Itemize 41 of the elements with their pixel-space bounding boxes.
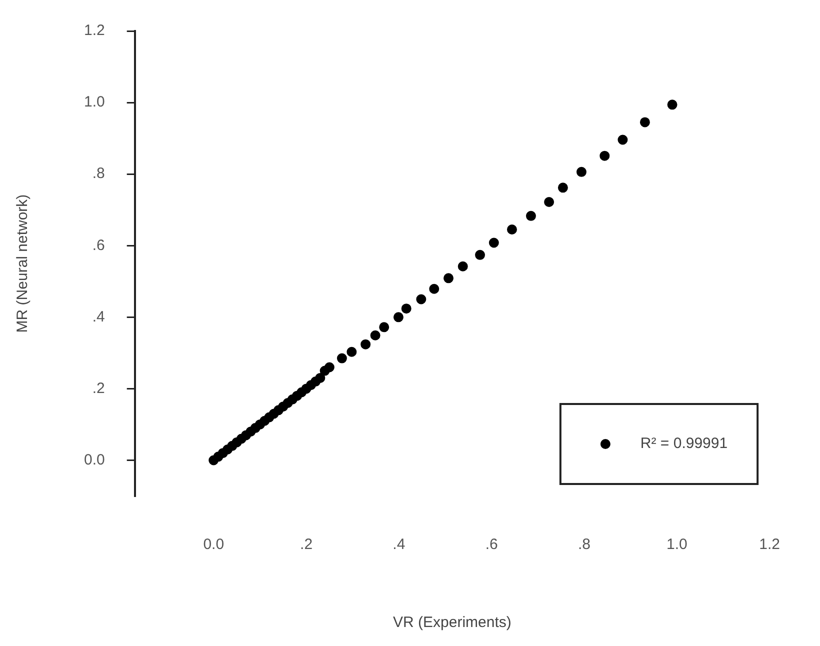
point [544,196,554,207]
y-tick-label: 0.0 [84,451,105,468]
point [370,330,380,340]
x-axis-title: VR (Experiments) [393,614,512,632]
point [640,117,650,128]
y-tick-label: 1.0 [84,94,105,111]
y-tick-label: 1.2 [84,22,105,40]
x-tick-label: .8 [578,536,591,554]
point [458,261,468,272]
point [393,312,404,322]
point [416,294,426,304]
point [558,182,568,193]
y-tick-label: .8 [92,165,105,182]
point [506,224,517,235]
point [401,304,412,314]
y-tick-label: .4 [92,308,105,326]
point [346,346,357,357]
point [488,238,499,248]
point [576,166,586,177]
x-tick-label: .4 [392,536,406,554]
y-tick-label: .6 [92,236,105,254]
point [324,362,334,372]
point [336,353,347,364]
point [444,273,454,284]
x-tick-label: .6 [485,536,498,554]
point [360,339,371,350]
point [429,284,440,294]
point [475,250,486,260]
point [667,100,678,110]
x-tick-label: 1.2 [759,536,780,554]
y-axis-title: MR (Neural network) [14,194,32,333]
x-tick-label: 1.0 [666,536,688,554]
y-tick-label: .2 [92,380,105,397]
legend-label: R² = 0.99991 [640,435,728,452]
point [315,372,326,383]
point [526,210,536,221]
point [600,150,610,161]
point [379,322,390,332]
x-tick-label: 0.0 [203,536,224,554]
point [618,134,628,145]
x-tick-label: .2 [300,536,313,554]
